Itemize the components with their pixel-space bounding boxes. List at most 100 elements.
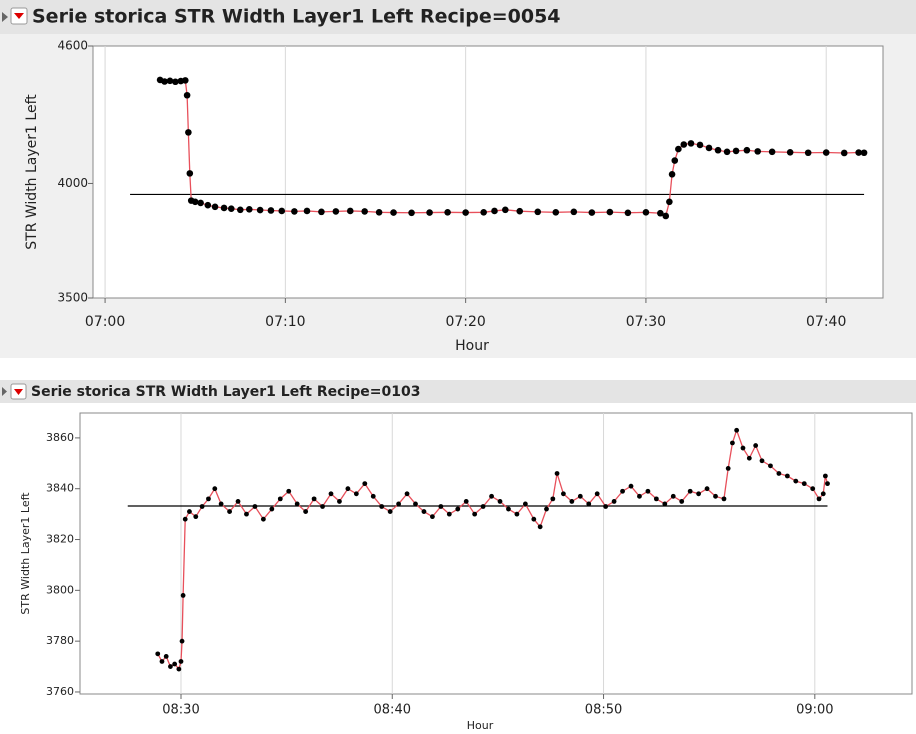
data-point (531, 516, 537, 522)
data-point (320, 504, 325, 509)
data-point (212, 486, 218, 492)
data-point (670, 493, 676, 499)
data-point (489, 493, 494, 499)
data-point (159, 659, 165, 664)
x-tick-label: 07:40 (806, 314, 846, 330)
data-point (514, 511, 520, 517)
data-point (754, 148, 762, 155)
data-point (387, 509, 393, 514)
data-point (569, 499, 575, 504)
data-point (182, 516, 188, 522)
data-point (227, 509, 232, 514)
data-point (318, 208, 325, 216)
y-tick-label: 3860 (46, 431, 74, 444)
data-point (286, 488, 292, 494)
data-point (734, 427, 740, 433)
data-point (822, 473, 828, 479)
data-point (172, 661, 178, 667)
data-point (675, 145, 682, 153)
data-point (413, 501, 418, 507)
plot-area (92, 45, 884, 299)
data-point (554, 471, 560, 476)
data-point (186, 170, 194, 177)
data-point (361, 208, 368, 215)
data-point (267, 207, 275, 214)
data-point (704, 486, 710, 492)
data-point (236, 206, 244, 214)
data-point (204, 201, 212, 209)
data-point (277, 496, 283, 502)
x-tick-label: 09:00 (796, 703, 833, 718)
data-point (721, 496, 727, 502)
data-point (653, 496, 659, 502)
data-point (840, 149, 848, 157)
data-point (594, 491, 600, 497)
data-point (516, 207, 524, 215)
data-point (185, 129, 192, 136)
collapse-icon[interactable] (2, 387, 7, 396)
data-point (463, 499, 469, 504)
data-point (396, 501, 402, 507)
data-point (804, 149, 812, 157)
data-point (199, 504, 205, 509)
chart-title: Serie storica STR Width Layer1 Left Reci… (31, 384, 420, 400)
data-point (497, 499, 503, 504)
data-point (260, 516, 266, 522)
data-point (426, 209, 433, 216)
data-point (588, 209, 596, 216)
data-point (345, 486, 351, 492)
data-point (180, 593, 186, 598)
data-point (404, 491, 410, 497)
y-axis-label: STR Width Layer1 Left (19, 492, 32, 615)
data-point (252, 504, 258, 509)
data-point (244, 511, 249, 517)
title-bar (0, 380, 916, 403)
chart: Serie storica STR Width Layer1 Left Reci… (0, 376, 916, 734)
data-point (303, 207, 311, 215)
data-point (197, 199, 204, 207)
y-axis-label: STR Width Layer1 Left (24, 94, 40, 250)
data-point (723, 148, 731, 156)
data-point (696, 141, 704, 149)
y-tick-label: 4000 (57, 176, 88, 190)
data-point (586, 501, 592, 507)
data-point (746, 455, 752, 461)
data-point (825, 481, 830, 487)
data-point (491, 207, 498, 215)
data-point (687, 488, 693, 494)
x-axis-label: Hour (455, 338, 489, 354)
data-point (768, 148, 776, 156)
x-tick-label: 08:50 (585, 703, 622, 718)
data-point (705, 144, 713, 152)
x-tick-label: 08:40 (374, 703, 411, 718)
data-point (753, 443, 759, 448)
data-point (362, 481, 368, 487)
data-point (455, 506, 461, 512)
data-point (294, 501, 300, 507)
data-point (740, 445, 746, 451)
data-point (786, 148, 794, 156)
data-point (269, 506, 275, 512)
data-point (332, 208, 340, 215)
data-point (714, 146, 722, 154)
y-tick-label: 3760 (46, 685, 74, 698)
data-point (163, 653, 169, 659)
data-point (161, 78, 168, 85)
data-point (370, 493, 376, 499)
chart-title: Serie storica STR Width Layer1 Left Reci… (32, 6, 561, 28)
data-point (172, 78, 179, 86)
data-point (218, 501, 224, 507)
data-point (246, 206, 253, 213)
data-point (603, 504, 609, 509)
data-point (784, 473, 790, 479)
title-bar (0, 0, 916, 34)
data-point (187, 509, 192, 514)
data-point (624, 209, 632, 217)
data-point (696, 491, 702, 497)
collapse-icon[interactable] (2, 12, 8, 22)
data-point (668, 170, 676, 178)
data-point (379, 504, 385, 509)
data-point (522, 501, 528, 507)
chart: Serie storica STR Width Layer1 Left Reci… (0, 0, 916, 358)
